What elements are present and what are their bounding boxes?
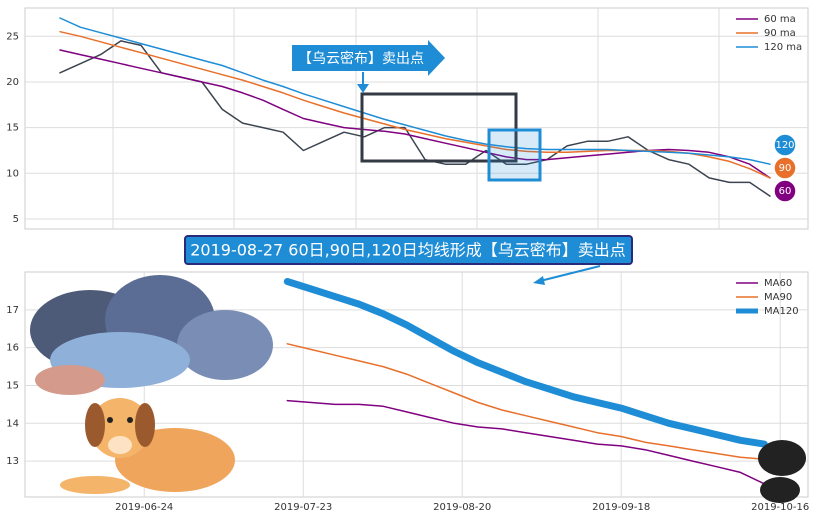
end-label-badge [773,156,797,180]
y-tick-label: 20 [6,77,19,88]
legend-label: MA120 [764,306,799,317]
highlight-box [360,92,518,163]
legend-label: MA90 [764,292,792,303]
line [283,278,768,448]
legend-label: 90 ma [764,28,796,39]
line [59,30,771,179]
end-label: 60 [779,186,792,197]
end-label: 90 [779,163,792,174]
cloud-illustration [30,275,273,395]
y-tick-label: 13 [6,456,19,467]
plot-frame [24,271,809,498]
x-tick-label: 2019-09-18 [592,502,650,513]
x-tick-label: 2019-08-20 [433,502,491,513]
y-tick-label: 14 [6,418,19,429]
arrow [539,265,601,282]
x-tick-label: 2019-10-16 [751,502,809,513]
y-tick-label: 25 [6,31,19,42]
annotation: 【乌云密布】卖出点 [298,50,424,67]
line [286,399,766,485]
y-tick-label: 15 [6,380,19,391]
end-label-badge [773,179,797,203]
y-tick-label: 15 [6,123,19,134]
end-label-badge [773,133,797,157]
y-tick-label: 5 [13,214,19,225]
end-label: 120 [775,140,794,151]
annotation: 2019-08-27 60日,90日,120日均线形成【乌云密布】卖出点 [190,241,626,260]
y-tick-label: 10 [6,168,19,179]
legend-label: 120 ma [764,42,802,53]
arrow-head [357,84,369,93]
y-tick-label: 17 [6,305,19,316]
dog-illustration [60,398,235,494]
legend-label: 60 ma [764,14,796,25]
x-tick-label: 2019-06-24 [115,502,173,513]
highlight-box [487,128,542,182]
arrow-head [533,276,545,285]
banner [184,235,633,265]
arrow-banner [292,40,445,76]
y-tick-label: 16 [6,343,19,354]
line [286,343,766,460]
legend-label: MA60 [764,278,792,289]
storm-illustration [758,440,806,503]
plot-frame [24,7,809,230]
x-tick-label: 2019-07-23 [274,502,332,513]
line [59,17,771,165]
